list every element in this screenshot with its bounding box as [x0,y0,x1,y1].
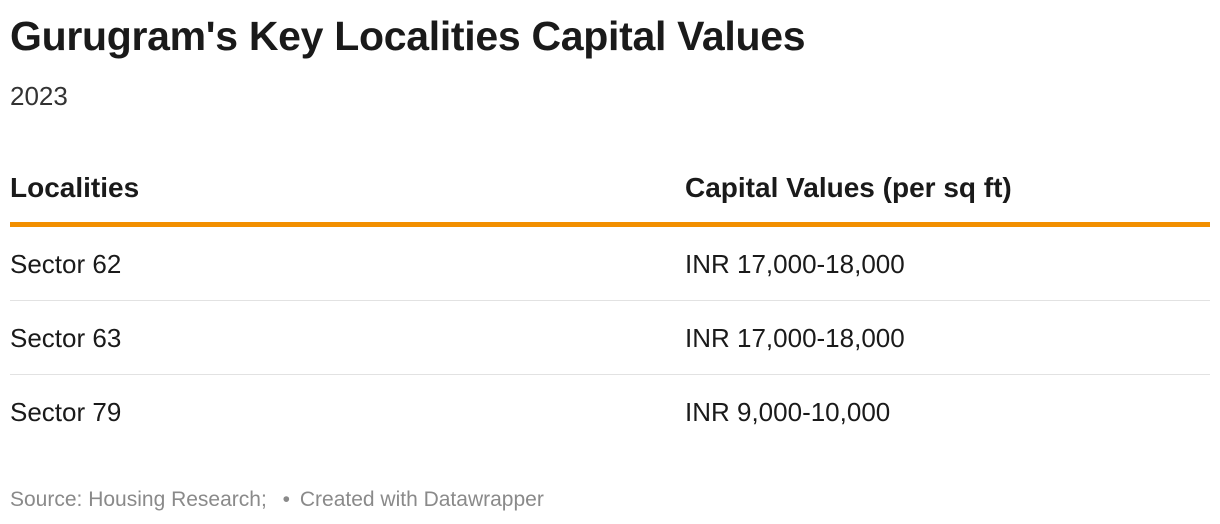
datawrapper-credit-link[interactable]: Created with Datawrapper [299,488,544,511]
source-note: Source: Housing Research; [10,488,267,511]
table-cell-capital-value: INR 17,000-18,000 [685,249,905,279]
footer-separator: • [282,488,291,511]
column-header-capital-values[interactable]: Capital Values (per sq ft) [685,172,1012,203]
table-cell-locality: Sector 62 [10,249,122,279]
table-row: Sector 79 INR 9,000-10,000 [10,375,1210,448]
table-cell-locality: Sector 63 [10,323,122,353]
table-row: Sector 62 INR 17,000-18,000 [10,227,1210,301]
table-row: Sector 63 INR 17,000-18,000 [10,301,1210,375]
data-table: Localities Capital Values (per sq ft) Se… [10,160,1210,448]
chart-footer: Source: Housing Research; • Created with… [10,486,544,514]
table-cell-locality: Sector 79 [10,397,122,427]
table-cell-capital-value: INR 17,000-18,000 [685,323,905,353]
table-cell-capital-value: INR 9,000-10,000 [685,397,891,427]
chart-subtitle: 2023 [10,81,68,111]
column-header-localities[interactable]: Localities [10,172,140,203]
table-header-row: Localities Capital Values (per sq ft) [10,160,1210,227]
chart-title: Gurugram's Key Localities Capital Values [10,13,806,59]
